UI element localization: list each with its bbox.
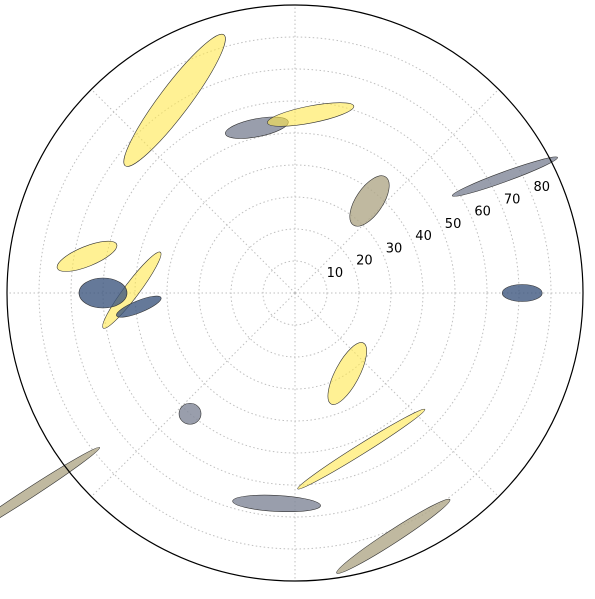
ellipse-mark-8 xyxy=(349,175,390,227)
ellipse-mark-12 xyxy=(232,494,321,513)
ellipse-mark-6 xyxy=(123,33,226,167)
radial-tick-label: 30 xyxy=(386,241,403,256)
ellipse-mark-10 xyxy=(78,277,128,309)
radial-tick-label: 70 xyxy=(504,192,521,207)
angular-gridline xyxy=(294,292,500,498)
ellipse-series xyxy=(0,33,558,574)
radial-tick-label: 20 xyxy=(356,254,373,269)
radial-tick-label: 80 xyxy=(534,180,551,195)
ellipse-mark-11 xyxy=(178,402,202,425)
polar-frame xyxy=(6,4,584,582)
radial-tick-labels: 10 20 30 40 50 60 70 80 xyxy=(327,180,550,281)
ellipse-mark-14 xyxy=(297,408,426,490)
ellipse-mark-3 xyxy=(451,156,558,197)
radial-tick-label: 50 xyxy=(445,217,462,232)
radial-tick-label: 60 xyxy=(474,205,491,220)
ellipse-mark-15 xyxy=(501,284,543,302)
radial-tick-label: 40 xyxy=(415,229,432,244)
ellipse-mark-13 xyxy=(327,342,367,405)
ellipse-mark-16 xyxy=(336,498,451,574)
angular-gridline xyxy=(294,88,500,294)
angular-gridline xyxy=(90,88,296,294)
radial-tick-label: 10 xyxy=(327,266,344,281)
ellipse-mark-1 xyxy=(102,251,162,329)
angular-gridline xyxy=(90,292,296,498)
ellipse-mark-7 xyxy=(267,102,355,127)
ellipse-mark-5 xyxy=(0,447,101,540)
ellipse-mark-9 xyxy=(56,240,118,272)
ellipse-mark-4 xyxy=(116,295,162,318)
